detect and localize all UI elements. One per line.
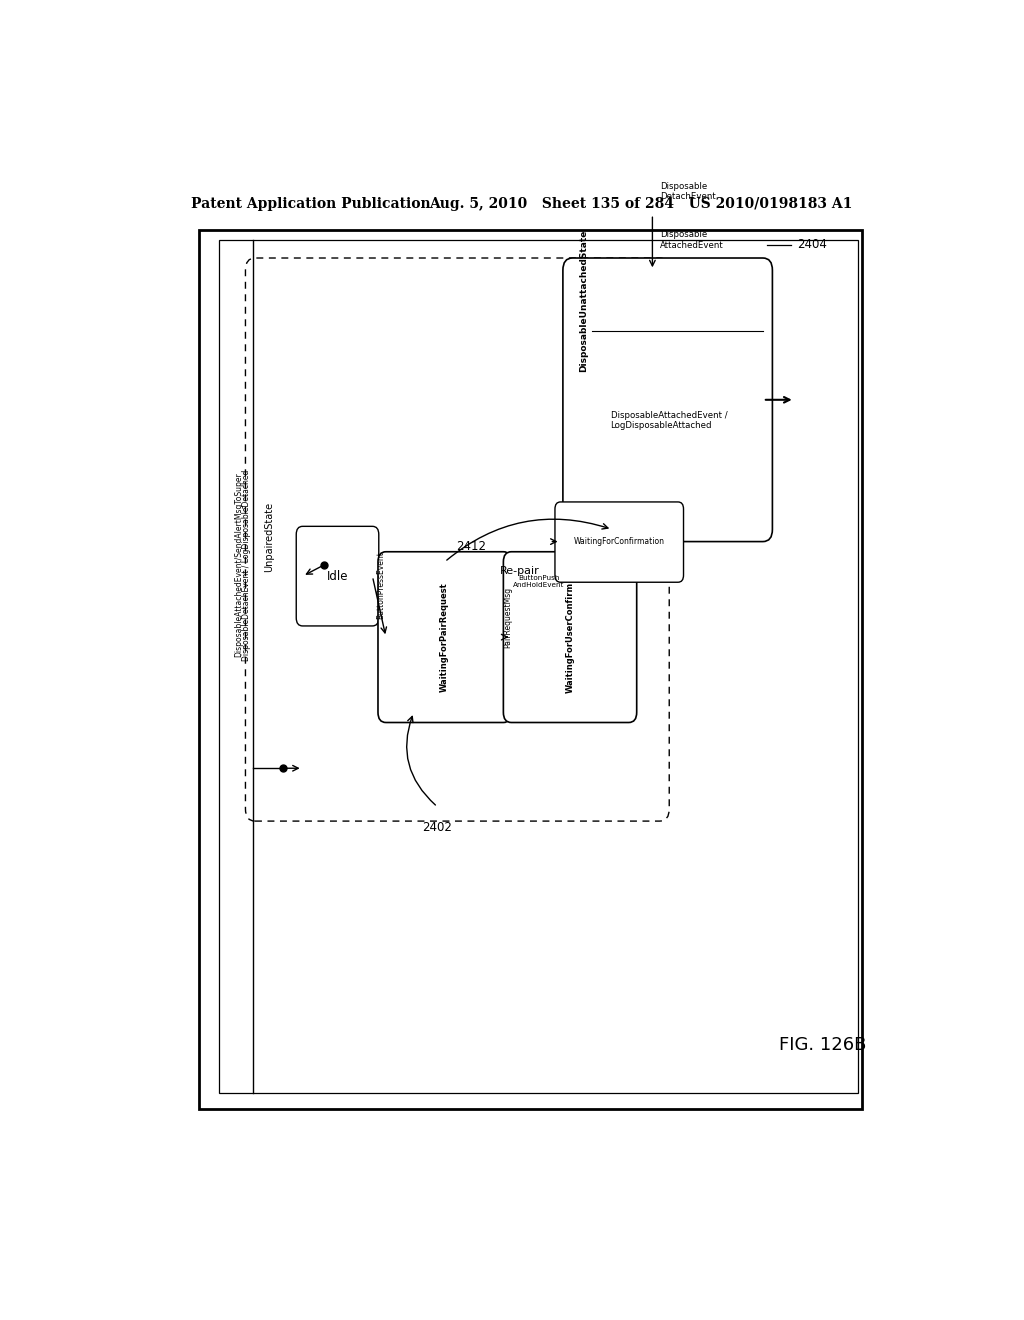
Text: PairRequestMsg: PairRequestMsg (503, 587, 512, 648)
Text: WaitingForConfirmation: WaitingForConfirmation (573, 537, 665, 546)
Text: Disposable
DetachEvent: Disposable DetachEvent (660, 182, 716, 201)
Text: Idle: Idle (327, 570, 348, 582)
Text: UnpairedState: UnpairedState (264, 502, 274, 572)
Text: DisposableAttachedEvent /
LogDisposableAttached: DisposableAttachedEvent / LogDisposableA… (610, 411, 727, 430)
Text: WaitingForPairRequest: WaitingForPairRequest (440, 582, 450, 692)
Text: Re-pair: Re-pair (500, 566, 540, 576)
Text: DisposableUnattachedState: DisposableUnattachedState (579, 230, 588, 372)
Text: 2402: 2402 (423, 821, 453, 834)
Text: Disposable
AttachedEvent: Disposable AttachedEvent (660, 231, 724, 249)
Text: ButtonPush
AndHoldEvent: ButtonPush AndHoldEvent (513, 576, 565, 589)
FancyBboxPatch shape (246, 257, 670, 821)
Text: Aug. 5, 2010   Sheet 135 of 284   US 2010/0198183 A1: Aug. 5, 2010 Sheet 135 of 284 US 2010/01… (430, 197, 853, 211)
Text: WaitingForUserConfirm: WaitingForUserConfirm (565, 582, 574, 693)
Text: Patent Application Publication: Patent Application Publication (191, 197, 431, 211)
FancyBboxPatch shape (504, 552, 637, 722)
Bar (200, 230, 862, 1109)
Text: DisposableAttachedEvent/SendAlertMsgToSuper: DisposableAttachedEvent/SendAlertMsgToSu… (234, 473, 244, 657)
FancyBboxPatch shape (378, 552, 511, 722)
Text: ButtonPressEvent: ButtonPressEvent (376, 552, 385, 619)
FancyBboxPatch shape (296, 527, 379, 626)
Bar (219, 240, 858, 1093)
FancyBboxPatch shape (555, 502, 684, 582)
Text: FIG. 126B: FIG. 126B (778, 1036, 866, 1053)
FancyBboxPatch shape (563, 257, 772, 541)
Text: 2404: 2404 (797, 239, 826, 251)
Text: 2412: 2412 (456, 540, 485, 553)
Text: DisposableDetachEvent / LogDisposableDetached: DisposableDetachEvent / LogDisposableDet… (242, 470, 251, 660)
